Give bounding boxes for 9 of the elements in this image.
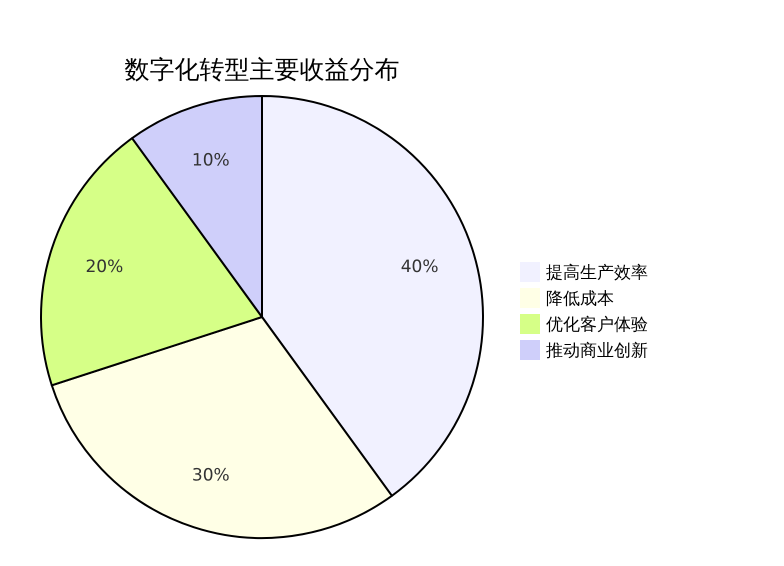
legend-label: 降低成本: [546, 289, 614, 309]
legend-label: 优化客户体验: [546, 315, 648, 335]
data-label: 10%: [192, 150, 230, 170]
data-label: 20%: [85, 256, 124, 277]
slice-label: 提高生产效率: [546, 263, 648, 283]
chart-title: 数字化转型主要收益分布: [124, 55, 400, 84]
data-label: 40%: [400, 256, 439, 277]
legend-label: 推动商业创新: [546, 341, 648, 361]
data-label: 30%: [192, 466, 230, 486]
